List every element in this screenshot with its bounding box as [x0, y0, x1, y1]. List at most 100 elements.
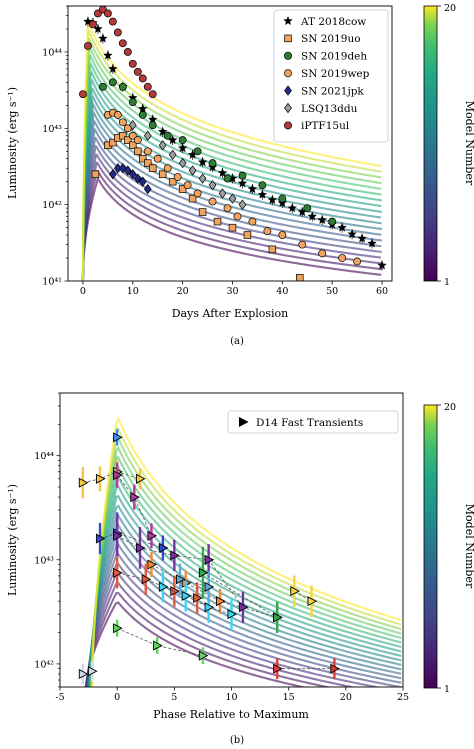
x-tick-label: 5: [171, 692, 177, 703]
data-point: [247, 184, 258, 194]
transient-9: [158, 571, 238, 630]
data-point: [197, 157, 208, 167]
data-point: [87, 666, 98, 677]
data-point: [138, 110, 147, 119]
colorbar-b-label: Model Number: [463, 504, 474, 589]
data-point: [248, 217, 257, 226]
panel-a-caption: (a): [230, 336, 244, 347]
data-point: [91, 170, 100, 179]
model-curve-5: [86, 562, 402, 687]
data-point: [113, 623, 123, 634]
panel-a: 0 10 20 30 40 50 60 10⁴¹ 10⁴² 10⁴³ 10⁴⁴ Days After…: [6, 3, 474, 347]
data-point: [263, 227, 272, 236]
data-point: [318, 249, 327, 258]
model-curve-9: [87, 524, 402, 687]
data-point: [118, 118, 127, 127]
data-point: [296, 274, 304, 281]
data-point: [113, 470, 123, 481]
data-point: [133, 67, 142, 76]
data-point: [277, 198, 288, 208]
y-tick-label: 10⁴²: [42, 200, 62, 211]
model-curve-16: [81, 54, 382, 281]
data-point: [114, 163, 122, 174]
transient-connector: [151, 564, 278, 618]
data-point: [129, 141, 137, 149]
data-point: [83, 16, 93, 26]
data-point: [178, 157, 187, 169]
data-point: [175, 574, 186, 585]
data-point: [290, 586, 300, 597]
model-curve-15: [89, 465, 402, 687]
data-point: [98, 82, 107, 91]
legend-marker: [238, 416, 249, 428]
data-point: [170, 550, 180, 561]
x-tick-label: 50: [326, 286, 338, 297]
legend-label: SN 2021jpk: [301, 85, 364, 97]
panel-b-colorbar: 20 1 Model Number: [423, 402, 474, 695]
data-point: [228, 193, 237, 204]
data-point: [158, 170, 167, 179]
data-point: [307, 211, 318, 221]
data-point: [108, 78, 117, 87]
y-tick-label: 10⁴³: [34, 555, 54, 566]
legend-label: SN 2019deh: [301, 51, 367, 63]
model-curve-6: [86, 552, 402, 687]
data-point: [108, 17, 117, 26]
x-tick-label: 30: [226, 286, 238, 297]
data-point: [273, 663, 283, 674]
data-point: [135, 542, 146, 553]
panel-a-observed-series: [79, 6, 387, 281]
panel-b: -5 0 5 10 15 20 25 10⁴² 10⁴³ 10⁴⁴ Phase Relative …: [6, 392, 474, 746]
colorbar-a-max: 20: [444, 3, 456, 14]
panel-b-ticks: -5 0 5 10 15 20 25 10⁴² 10⁴³ 10⁴⁴: [34, 392, 409, 703]
data-point: [208, 159, 217, 168]
data-point: [83, 41, 92, 50]
colorbar-b-max: 20: [444, 402, 456, 413]
data-point: [128, 98, 137, 107]
y-tick-label: 10⁴⁴: [34, 451, 54, 462]
y-tick-label: 10⁴²: [34, 659, 54, 670]
model-curve-18: [90, 436, 402, 687]
x-tick-label: 40: [276, 286, 288, 297]
data-point: [267, 195, 278, 205]
series-lsq13ddu: [128, 119, 247, 210]
colorbar-a-label: Model Number: [463, 101, 474, 186]
data-point: [173, 173, 182, 181]
data-point: [238, 602, 249, 613]
y-tick-label: 10⁴⁴: [42, 47, 62, 58]
series-sn-2019uo: [91, 131, 304, 281]
data-point: [347, 229, 357, 239]
legend-marker: [284, 102, 292, 114]
data-point: [213, 217, 222, 226]
panel-b-caption: (b): [230, 735, 244, 746]
data-point: [178, 185, 187, 193]
data-point: [138, 74, 147, 83]
data-point: [188, 165, 197, 176]
data-point: [153, 640, 163, 651]
data-point: [218, 188, 227, 199]
data-point: [118, 82, 127, 91]
data-point: [108, 63, 118, 73]
model-curve-6: [81, 136, 382, 281]
model-curve-15: [81, 62, 382, 281]
x-tick-label: 20: [340, 692, 352, 703]
panel-a-xlabel: Days After Explosion: [172, 307, 289, 320]
model-curve-4: [85, 570, 382, 687]
data-point: [158, 581, 169, 592]
data-point: [183, 181, 192, 190]
data-point: [317, 214, 327, 225]
data-point: [98, 33, 108, 43]
data-point: [128, 169, 137, 180]
legend-marker: [284, 85, 292, 96]
data-point: [148, 164, 157, 172]
data-point: [157, 126, 168, 136]
data-point: [158, 542, 169, 553]
data-point: [128, 131, 137, 140]
model-curve-7: [86, 541, 402, 687]
data-point: [353, 257, 362, 266]
transient-13: [113, 619, 209, 664]
colorbar-a-min: 1: [444, 277, 450, 288]
panel-a-ylabel: Luminosity (erg s⁻¹): [6, 87, 19, 199]
data-point: [217, 167, 228, 178]
